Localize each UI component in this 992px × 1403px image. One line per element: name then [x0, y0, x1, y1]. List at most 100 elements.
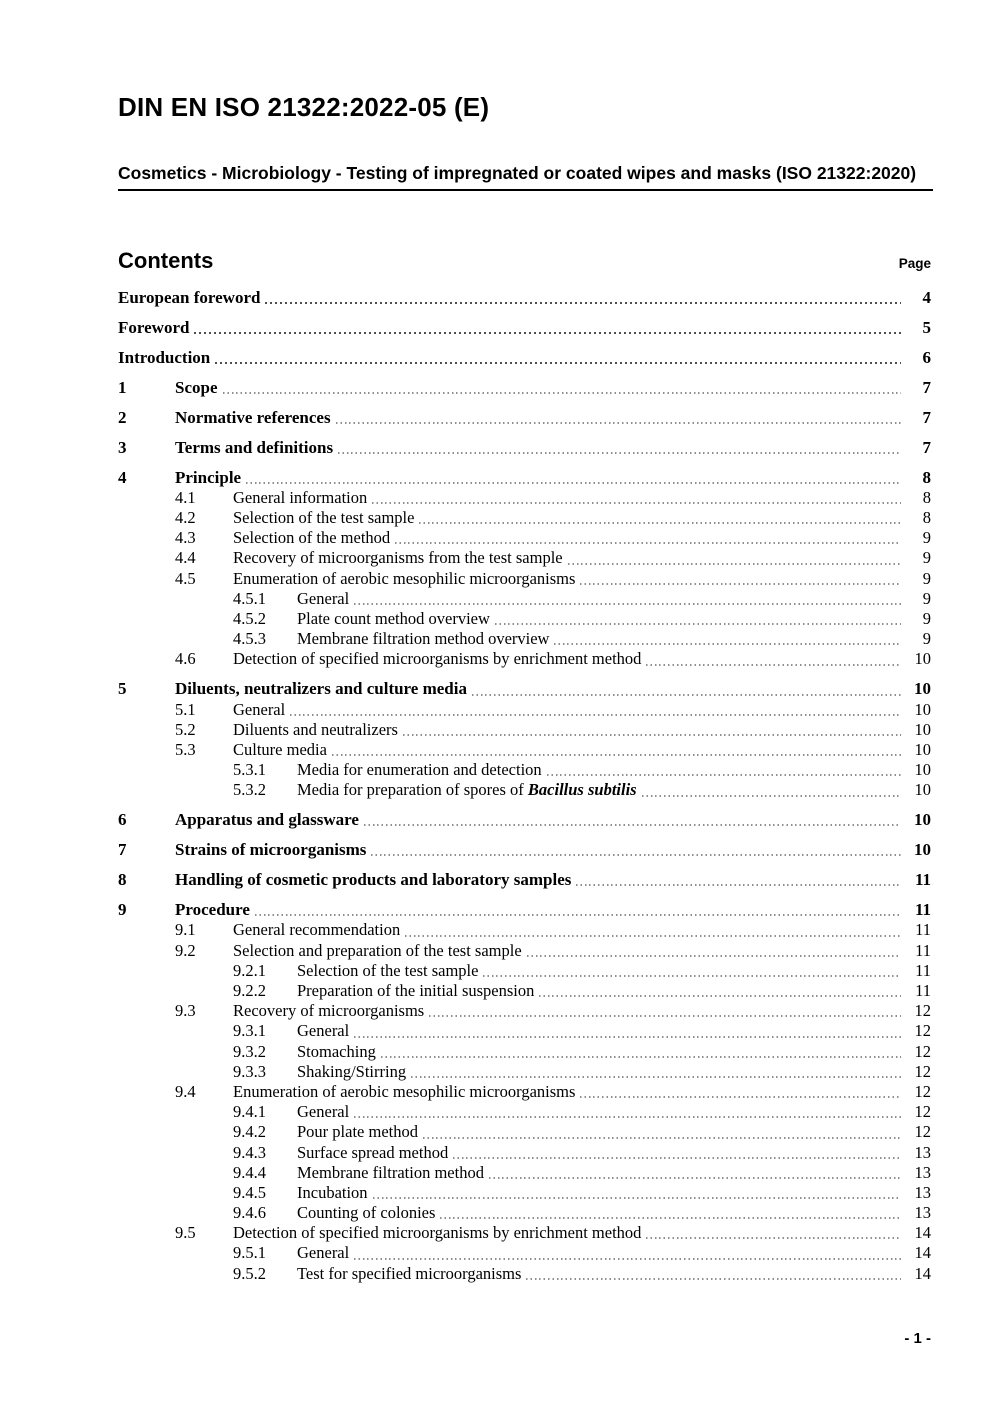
toc-entry-page-number: 8 — [922, 467, 932, 487]
toc-entry-title: Normative references — [175, 407, 331, 427]
toc-entry: 9.5 Detection of specified microorganisms… — [118, 1223, 931, 1243]
toc-entry: 5.1 General 10 — [118, 700, 931, 720]
toc-entry: 9.1 General recommendation 11 — [118, 920, 931, 940]
toc-entry-number: 4.2 — [175, 508, 196, 528]
toc-entry-title: General — [297, 1243, 350, 1263]
toc-entry-title: Incubation — [297, 1182, 368, 1202]
toc-entry-page-number: 10 — [914, 840, 931, 860]
toc-entry-page-number: 6 — [922, 347, 932, 367]
toc-entry: 9.5.2 Test for specified microorganisms 14 — [118, 1264, 931, 1284]
toc-entry-number: 6 — [118, 810, 127, 830]
dot-leader — [265, 302, 901, 305]
toc-entry: Foreword 5 — [118, 318, 931, 338]
toc-entry-number: 4.3 — [175, 528, 196, 548]
toc-entry-page-number: 9 — [922, 568, 931, 588]
toc-entry-page-number: 11 — [915, 920, 931, 940]
toc-entry-number: 9.4.4 — [233, 1162, 266, 1182]
toc-entry: 9 Procedure 11 — [118, 900, 931, 920]
toc-entry: 4.5.1 General 9 — [118, 589, 931, 609]
toc-entry-page-number: 12 — [914, 1122, 932, 1142]
dot-leader — [429, 1015, 901, 1018]
dot-leader — [453, 1156, 901, 1159]
dot-leader — [354, 1035, 901, 1038]
dot-leader — [483, 975, 901, 977]
toc-entry-page-number: 10 — [914, 679, 931, 699]
toc-entry-title: General — [297, 1102, 350, 1122]
toc-entry-title: Preparation of the initial suspension — [297, 981, 535, 1000]
toc-entry-title: Apparatus and glassware — [175, 810, 359, 830]
toc-entry-page-number: 13 — [914, 1203, 932, 1223]
toc-entry: 4 Principle 8 — [118, 468, 931, 488]
toc-entry-number: 4.6 — [175, 649, 196, 669]
dot-leader — [526, 1277, 901, 1280]
toc-entry-number: 9.5 — [175, 1223, 196, 1243]
contents-header: Contents Page — [118, 248, 931, 274]
dot-leader — [580, 582, 901, 585]
toc-entry-title: Selection of the method — [233, 528, 391, 548]
toc-entry: 9.2.2 Preparation of the initial suspensi… — [118, 981, 931, 1001]
dot-leader — [641, 794, 901, 797]
dot-leader — [254, 914, 901, 917]
toc-entry: 7 Strains of microorganisms 10 — [118, 840, 931, 860]
toc-entry-number: 5.3.2 — [233, 780, 266, 800]
toc-entry-title: Membrane filtration method overview — [297, 629, 550, 649]
toc-entry-number: 8 — [118, 870, 127, 890]
toc-entry-number: 9.4.2 — [233, 1122, 266, 1142]
toc-entry-number: 5.1 — [175, 699, 196, 719]
dot-leader — [371, 854, 901, 857]
toc-entry: 4.5.3 Membrane filtration method overview… — [118, 629, 931, 649]
toc-entry: 9.2.1 Selection of the test sample 11 — [118, 961, 931, 981]
toc-entry-number: 9.4.3 — [233, 1142, 266, 1162]
dot-leader — [546, 774, 901, 777]
toc-entry: 9.2 Selection and preparation of the test… — [118, 941, 931, 961]
toc-entry-title: Pour plate method — [297, 1122, 418, 1142]
toc-entry: 9.4.6 Counting of colonies 13 — [118, 1203, 931, 1223]
toc-entry-title: Introduction — [118, 347, 211, 367]
dot-leader — [363, 824, 901, 827]
toc-entry: 6 Apparatus and glassware 10 — [118, 810, 931, 830]
toc-entry: 4.6 Detection of specified microorganisms… — [118, 649, 931, 669]
toc-entry-number: 9.1 — [175, 920, 196, 940]
toc-entry: 9.4.2 Pour plate method 12 — [118, 1122, 931, 1142]
toc-entry-page-number: 9 — [922, 629, 931, 649]
toc-entry: 5.3.1 Media for enumeration and detection… — [118, 760, 931, 780]
toc-entry-title: Recovery of microorganisms — [233, 1001, 425, 1021]
toc-entry-number: 9 — [118, 900, 127, 920]
dot-leader — [471, 693, 901, 696]
toc-entry-number: 9.2 — [175, 940, 196, 960]
toc-entry-page-number: 11 — [915, 960, 931, 980]
toc-entry-page-number: 9 — [922, 609, 931, 629]
toc-entry-number: 9.4.5 — [233, 1182, 266, 1202]
toc-entry-page-number: 10 — [914, 719, 932, 739]
dot-leader — [354, 1257, 901, 1260]
toc-entry: 3 Terms and definitions 7 — [118, 438, 931, 458]
toc-entry: 9.4.1 General 12 — [118, 1102, 931, 1122]
toc-entry-title: Strains of microorganisms — [175, 840, 367, 860]
toc-entry-title: Enumeration of aerobic mesophilic microo… — [233, 1081, 576, 1101]
toc-entry-title: Selection of the test sample — [233, 508, 415, 528]
toc-entry-title: Foreword — [118, 317, 190, 337]
toc-entry-title: Detection of specified microorganisms by… — [233, 1223, 642, 1243]
toc-entry-title: Media for preparation of spores of Bacil… — [297, 780, 637, 800]
toc-entry-number: 9.3.2 — [233, 1041, 266, 1061]
dot-leader — [646, 663, 901, 666]
toc-entry: 4.4 Recovery of microorganisms from the t… — [118, 548, 931, 568]
toc-entry: 9.3 Recovery of microorganisms 12 — [118, 1001, 931, 1021]
toc-entry: 9.3.2 Stomaching 12 — [118, 1042, 931, 1062]
dot-leader — [567, 562, 901, 565]
toc-entry-number: 9.3 — [175, 1001, 196, 1021]
toc-entry-title: Recovery of microorganisms from the test… — [233, 548, 563, 568]
dot-leader — [402, 733, 901, 736]
toc-entry-page-number: 8 — [922, 487, 931, 507]
toc-entry-title: Principle — [175, 467, 242, 487]
toc-entry-number: 9.4 — [175, 1081, 196, 1101]
toc-entry-page-number: 10 — [914, 739, 932, 759]
toc-entry-page-number: 12 — [914, 1102, 932, 1122]
toc-entry-page-number: 13 — [914, 1142, 932, 1162]
toc-entry: 9.4 Enumeration of aerobic mesophilic mic… — [118, 1082, 931, 1102]
toc-entry-title: Counting of colonies — [297, 1203, 436, 1223]
toc-entry-title: Membrane filtration method — [297, 1162, 484, 1182]
toc-entry-page-number: 12 — [914, 1001, 932, 1021]
dot-leader — [440, 1217, 901, 1220]
